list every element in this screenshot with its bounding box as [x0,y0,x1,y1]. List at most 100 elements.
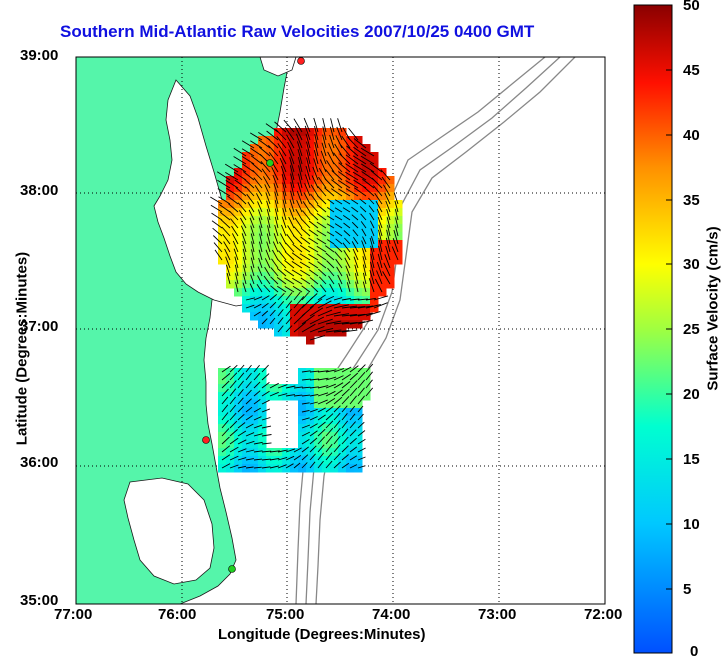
velocity-arrow [245,458,254,461]
velocity-arrow [253,399,261,405]
velocity-cell [306,240,315,249]
velocity-cell [354,200,363,209]
velocity-arrow [385,237,391,253]
velocity-arrow [233,171,247,181]
velocity-cell [394,208,403,217]
velocity-arrow [309,437,318,445]
velocity-cell [282,216,291,225]
velocity-cell [298,160,307,169]
velocity-cell [354,272,363,281]
velocity-cell [378,256,387,265]
velocity-arrow [237,448,247,453]
velocity-cell [218,208,227,217]
velocity-cell [330,216,339,225]
velocity-arrow [221,404,229,413]
velocity-cell [322,144,331,153]
velocity-cell [346,152,355,161]
velocity-cell [298,144,307,153]
velocity-cell [242,200,251,209]
velocity-arrow [221,445,231,453]
velocity-cell [250,288,259,297]
velocity-cell [282,144,291,153]
velocity-arrow [346,273,351,285]
velocity-arrow [303,117,311,133]
velocity-arrow [313,149,319,165]
velocity-arrow [292,235,303,245]
velocity-arrow [354,273,359,285]
velocity-arrow [309,408,318,413]
velocity-cell [290,264,299,273]
velocity-cell [346,432,355,441]
velocity-arrow [308,229,319,237]
velocity-arrow [349,387,358,397]
y-tick-label: 37:00 [20,318,59,335]
velocity-cell [282,232,291,241]
velocity-arrow [342,199,351,205]
velocity-arrow [376,208,383,221]
velocity-cell [250,176,259,185]
velocity-cell [258,224,267,233]
velocity-arrow [274,208,279,221]
velocity-arrow [284,260,295,269]
velocity-arrow [317,309,333,317]
velocity-cell [266,248,275,257]
velocity-arrow [301,378,311,381]
velocity-arrow [369,162,383,173]
velocity-arrow [339,153,351,165]
velocity-cell [274,328,283,337]
velocity-arrow [357,379,366,389]
velocity-arrow [212,235,223,245]
velocity-arrow [243,265,247,277]
velocity-cell [338,400,347,409]
velocity-arrow [210,196,223,205]
velocity-cell [378,176,387,185]
velocity-arrow [369,220,375,229]
velocity-arrow [359,198,367,205]
velocity-cell [386,216,395,225]
velocity-cell [346,288,355,297]
velocity-cell [226,176,235,185]
velocity-arrow [316,221,327,229]
velocity-arrow [330,118,335,133]
velocity-cell [330,176,339,185]
velocity-arrow [269,465,280,469]
velocity-cell [362,376,371,385]
velocity-cell [306,128,315,137]
velocity-cell [306,168,315,177]
velocity-arrow [341,413,348,421]
velocity-arrow [269,391,279,397]
velocity-cell [282,304,291,313]
velocity-arrow [333,313,350,317]
velocity-arrow [289,157,295,173]
velocity-arrow [326,223,335,229]
velocity-arrow [306,141,311,157]
velocity-cell [330,448,339,457]
velocity-arrow [260,161,271,173]
velocity-cell [218,200,227,209]
velocity-cell [242,376,251,385]
velocity-arrow [395,217,399,229]
velocity-cell [306,264,315,273]
velocity-arrow [299,245,311,253]
velocity-arrow [233,248,239,261]
velocity-arrow [333,152,343,165]
velocity-arrow [393,192,399,205]
velocity-arrow [365,371,373,381]
velocity-cell [322,272,331,281]
velocity-cell [274,136,283,145]
velocity-arrow [253,416,262,421]
velocity-cell [266,232,275,241]
velocity-cell [386,192,395,201]
velocity-cell [266,200,275,209]
velocity-cell [314,176,323,185]
velocity-cell [250,208,259,217]
velocity-cell [242,224,251,233]
velocity-arrow [301,409,310,413]
velocity-arrow [386,229,391,245]
velocity-cell [370,232,379,241]
velocity-arrow [229,380,237,389]
velocity-cell [258,136,267,145]
velocity-arrow [321,142,327,157]
velocity-cell [378,168,387,177]
velocity-arrow [349,380,358,389]
